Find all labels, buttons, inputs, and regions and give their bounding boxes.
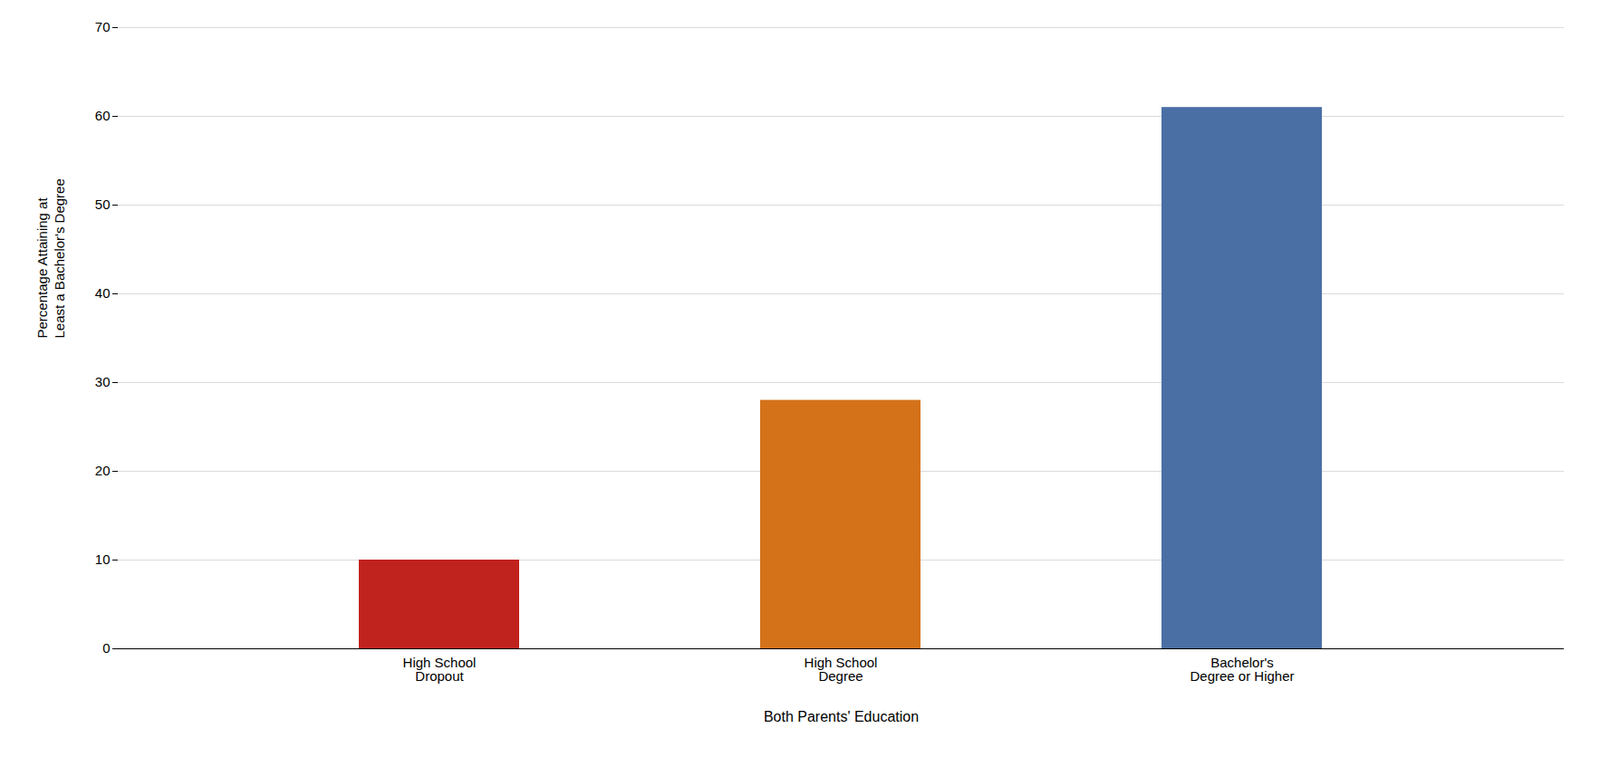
svg-text:Bachelor'sDegree or Higher: Bachelor'sDegree or Higher: [1189, 655, 1294, 685]
svg-text:0: 0: [102, 640, 110, 656]
svg-text:Both Parents' Education: Both Parents' Education: [763, 709, 919, 725]
svg-text:10: 10: [95, 551, 111, 568]
svg-text:30: 30: [95, 374, 111, 390]
svg-text:High SchoolDropout: High SchoolDropout: [403, 655, 477, 685]
svg-text:50: 50: [95, 196, 111, 213]
svg-text:20: 20: [95, 462, 111, 479]
svg-text:70: 70: [95, 19, 111, 35]
svg-text:High SchoolDegree: High SchoolDegree: [804, 655, 878, 685]
svg-text:60: 60: [95, 107, 111, 124]
svg-text:40: 40: [95, 285, 111, 301]
svg-text:Percentage Attaining atLeast a: Percentage Attaining atLeast a Bachelor'…: [34, 178, 68, 338]
